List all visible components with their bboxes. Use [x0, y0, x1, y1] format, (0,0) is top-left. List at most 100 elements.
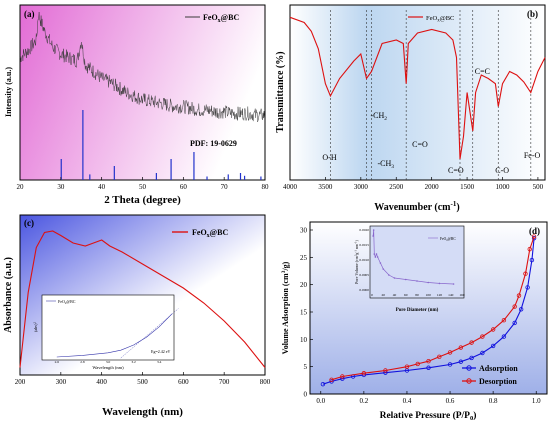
svg-text:FeOx@BC: FeOx@BC	[203, 13, 239, 24]
uvvis-spectrum-line	[19, 230, 266, 368]
series-desorption-point	[426, 359, 431, 364]
panel-a-xtick-label: 20	[17, 183, 25, 191]
panel-a-legend-sub: x	[218, 18, 221, 24]
series-desorption-point	[512, 304, 517, 309]
legend-adsorption: Adsorption	[479, 364, 518, 373]
inset-d-ytick-label: 0.0015	[359, 243, 369, 247]
panel-d-inset-marks	[372, 229, 455, 285]
panel-a-label: (a)	[24, 9, 35, 19]
panel-a: 20 30 40 50 60 70 80 (a) FeOx@BC PDF: 19-0629 …	[4, 4, 269, 206]
panel-b-xlabel: Wavenumber (cm-1)	[374, 200, 459, 213]
panel-c-legend: FeOx@BC	[172, 228, 228, 239]
panel-d-ytick-label: 25	[300, 254, 308, 262]
series-desorption-point	[523, 271, 528, 276]
series-desorption-point	[415, 361, 420, 367]
series-desorption-point	[469, 340, 474, 345]
inset-c-xtick-label: 3.4	[157, 360, 162, 364]
inset-c-xtick-label: 3.2	[131, 360, 136, 364]
series-desorption-point	[501, 318, 507, 323]
panel-d-ytick-label: 5	[304, 363, 308, 371]
panel-c-ylabel: Absorbance (a.u.)	[3, 257, 14, 333]
peak-label: O-H	[322, 153, 336, 162]
pore-distribution-point	[373, 253, 376, 255]
series-desorption-point	[340, 374, 345, 379]
series-adsorption-point	[320, 381, 326, 387]
panel-b-xtick-label: 4000	[283, 183, 298, 191]
panel-d-legend: Adsorption Desorption	[462, 364, 518, 386]
panel-c-ticks: 200 300 400 500 600 700 800	[15, 372, 271, 386]
inset-d-xtick-label: 160	[459, 293, 465, 297]
pore-distribution-point	[416, 280, 418, 282]
pore-distribution-point	[404, 278, 407, 281]
panel-d-ytick-label: 0	[304, 391, 308, 399]
inset-d-ytick-label: 0.0005	[359, 273, 369, 277]
panel-d-inset-frame	[369, 225, 465, 299]
inset-d-ytick-label: 0.0010	[359, 258, 369, 262]
panel-d-ytick-label: 10	[300, 336, 308, 344]
panel-a-frame	[19, 4, 266, 181]
panel-d-inset: 0 20 40 60 80 100 120 140 160 0.0000 0.0005 0.0010 0…	[354, 225, 465, 313]
panel-b-ticks: 4000 3500 3000 2500 2000 1500 1000 500	[283, 177, 544, 191]
series-adsorption-line	[322, 238, 535, 385]
panel-d-xtick-label: 0.4	[403, 397, 412, 405]
panel-c-xlabel: Wavelength (nm)	[102, 406, 183, 418]
pore-distribution-point	[382, 268, 385, 270]
panel-b-legend: FeOx@BC	[408, 15, 454, 24]
inset-d-xtick-label: 60	[404, 293, 408, 297]
series-adsorption-point	[518, 307, 524, 312]
pore-distribution-point	[379, 262, 382, 264]
panel-c-xtick-label: 500	[137, 378, 148, 386]
inset-d-ytick-label: 0.0000	[359, 288, 369, 292]
panel-d-ticks: 0.0 0.2 0.4 0.6 0.8 1.0 0 5 10 15 20 25 30	[300, 227, 541, 406]
tauc-fit-line	[120, 308, 179, 359]
pore-distribution-point	[438, 282, 441, 285]
peak-label: C=O	[448, 166, 464, 175]
series-desorption-point	[383, 368, 388, 373]
panel-d-xtick-label: 0.6	[446, 397, 455, 405]
panel-c-xtick-label: 200	[15, 378, 26, 386]
peak-label: -CH2	[371, 111, 388, 122]
panel-c-xtick-label: 800	[260, 378, 271, 386]
tauc-plot-line	[56, 313, 173, 358]
panel-d: 0.0 0.2 0.4 0.6 0.8 1.0 0 5 10 15 20 25 30 (d) Adsor…	[281, 221, 548, 422]
series-desorption-point	[404, 364, 410, 369]
panel-c-xtick-label: 600	[178, 378, 189, 386]
svg-text:FeOx@BC: FeOx@BC	[426, 15, 454, 24]
series-adsorption-point	[469, 355, 474, 361]
inset-c-xtick-label: 2.8	[80, 360, 85, 364]
panel-b-xtick-label: 500	[533, 183, 544, 191]
panel-c-inset-ylabel: (ahv)2	[33, 322, 39, 332]
panel-b-xtick-label: 2500	[389, 183, 404, 191]
series-adsorption-point	[512, 320, 517, 326]
inset-d-xtick-label: 0	[371, 293, 373, 297]
series-desorption-point	[361, 371, 367, 376]
pore-distribution-point	[372, 229, 375, 231]
peak-label: -CH3	[377, 159, 394, 170]
svg-text:FeOx@BC: FeOx@BC	[58, 299, 76, 305]
panel-d-ylabel: Volume Adsorption (cm3/g)	[281, 261, 290, 354]
inset-c-xtick-label: 2.6	[55, 360, 60, 364]
panel-b: O-H -CH2 -CH3 C=O C=O C=C C-O Fe-O 4000 3500 3000…	[275, 4, 546, 213]
panel-c-inset-legend: FeOx@BC	[46, 299, 76, 305]
inset-c-xtick-label: 3.0	[106, 360, 111, 364]
peak-label: C=C	[475, 67, 490, 76]
panel-d-label: (d)	[529, 226, 540, 236]
pore-distribution-point	[388, 274, 390, 276]
series-desorption-point	[527, 246, 532, 252]
panel-d-inset-legend: FeOx@BC	[428, 237, 456, 242]
panel-d-xtick-label: 0.0	[316, 397, 325, 405]
panel-a-annotation: PDF: 19-0629	[190, 139, 237, 148]
series-adsorption-point	[426, 365, 431, 370]
panel-b-xtick-label: 1000	[496, 183, 511, 191]
panel-b-xtick-label: 2000	[425, 183, 440, 191]
pore-distribution-point	[374, 256, 377, 258]
series-adsorption-point	[490, 343, 496, 349]
panel-a-legend: FeOx@BC	[185, 13, 239, 24]
series-desorption-point	[447, 350, 453, 355]
panel-c-label: (c)	[24, 218, 34, 228]
peak-label: Fe-O	[524, 151, 541, 160]
series-desorption-point	[329, 377, 334, 382]
panel-d-inset-ylabel: Pore Volume (cm3g-1 nm-1)	[354, 239, 360, 283]
legend-desorption: Desorption	[479, 377, 517, 386]
panel-d-xtick-label: 0.2	[359, 397, 368, 405]
